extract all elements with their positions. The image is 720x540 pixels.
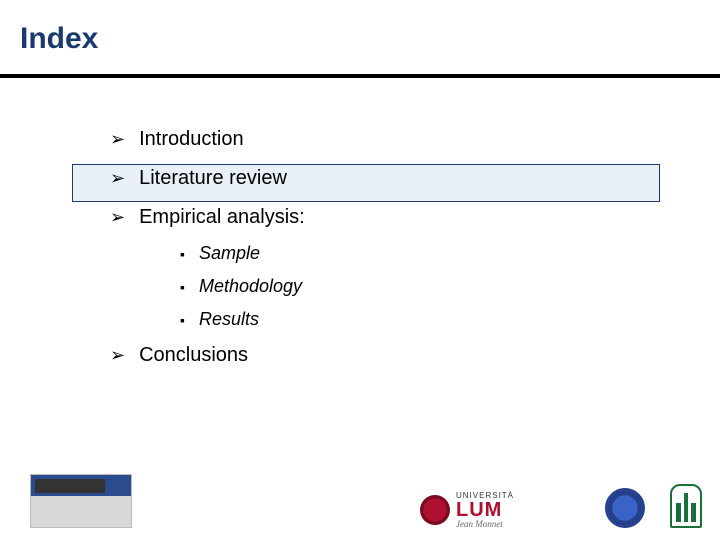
sub-list-item-label: Methodology — [199, 276, 302, 297]
blue-seal-logo — [605, 488, 645, 528]
sub-list-item-label: Sample — [199, 243, 260, 264]
list-item-label: Introduction — [139, 128, 244, 151]
title-underline — [0, 74, 720, 78]
list-item-label: Conclusions — [139, 344, 248, 367]
green-column-logo — [670, 484, 702, 528]
lum-seal-icon — [420, 495, 450, 525]
page-title: Index — [20, 22, 98, 56]
list-item: ➢ Conclusions — [110, 336, 670, 375]
lum-sub-label: Jean Monnet — [456, 520, 514, 529]
square-bullet-icon: ▪ — [180, 312, 185, 328]
chevron-right-icon: ➢ — [110, 168, 125, 189]
sub-list-item: ▪ Sample — [110, 237, 670, 270]
institution-photo-logo — [30, 474, 132, 528]
lum-logo: UNIVERSITÀ LUM Jean Monnet — [420, 492, 570, 528]
square-bullet-icon: ▪ — [180, 279, 185, 295]
sub-list-item: ▪ Results — [110, 303, 670, 336]
lum-text: UNIVERSITÀ LUM Jean Monnet — [456, 492, 514, 529]
list-item-label: Literature review — [139, 167, 287, 190]
column-bar — [684, 493, 689, 522]
column-bar — [691, 503, 696, 522]
list-item: ➢ Empirical analysis: — [110, 198, 670, 237]
sub-list-item: ▪ Methodology — [110, 270, 670, 303]
slide: Index ➢ Introduction ➢ Literature review… — [0, 0, 720, 540]
lum-main-label: LUM — [456, 500, 514, 520]
list-item: ➢ Introduction — [110, 120, 670, 159]
chevron-right-icon: ➢ — [110, 345, 125, 366]
square-bullet-icon: ▪ — [180, 246, 185, 262]
list-item: ➢ Literature review — [110, 159, 670, 198]
chevron-right-icon: ➢ — [110, 207, 125, 228]
footer: UNIVERSITÀ LUM Jean Monnet — [0, 468, 720, 528]
chevron-right-icon: ➢ — [110, 129, 125, 150]
bullet-list: ➢ Introduction ➢ Literature review ➢ Emp… — [110, 120, 670, 375]
list-item-label: Empirical analysis: — [139, 206, 305, 229]
column-bar — [676, 503, 681, 522]
sub-list-item-label: Results — [199, 309, 259, 330]
